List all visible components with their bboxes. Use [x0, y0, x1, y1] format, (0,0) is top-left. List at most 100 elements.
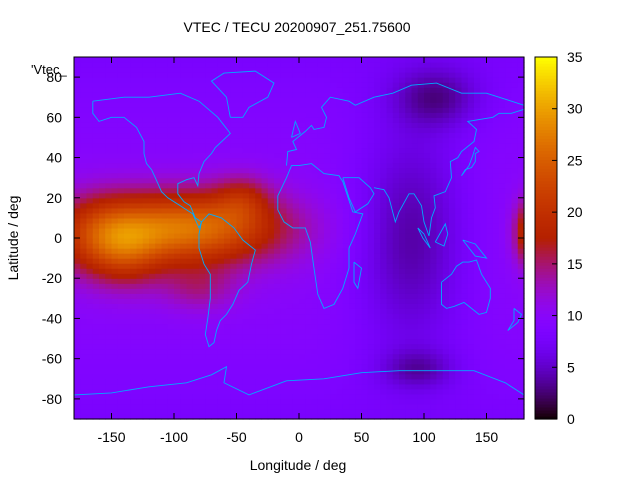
heatmap-cell — [274, 162, 281, 169]
heatmap-cell — [224, 102, 231, 108]
heatmap-cell — [467, 182, 475, 189]
heatmap-cell — [280, 408, 288, 415]
heatmap-cell — [442, 87, 450, 93]
heatmap-cell — [224, 338, 231, 345]
heatmap-cell — [161, 87, 169, 93]
heatmap-cell — [249, 398, 256, 405]
heatmap-cell — [442, 383, 450, 390]
heatmap-cell — [155, 137, 163, 144]
heatmap-cell — [180, 152, 188, 159]
heatmap-cell — [136, 313, 144, 320]
heatmap-cell — [192, 278, 200, 284]
heatmap-cell — [211, 107, 219, 113]
heatmap-cell — [149, 373, 156, 380]
heatmap-cell — [442, 197, 450, 204]
heatmap-cell — [424, 132, 431, 139]
heatmap-cell — [305, 298, 313, 304]
heatmap-cell — [374, 403, 381, 410]
heatmap-cell — [499, 182, 506, 189]
heatmap-cell — [455, 172, 463, 179]
heatmap-cell — [486, 187, 494, 194]
heatmap-cell — [105, 408, 113, 415]
heatmap-cell — [230, 303, 238, 309]
heatmap-cell — [286, 107, 294, 113]
heatmap-cell — [449, 187, 456, 194]
heatmap-cell — [386, 167, 394, 174]
heatmap-cell — [499, 202, 506, 209]
heatmap-cell — [492, 323, 500, 330]
heatmap-cell — [111, 152, 119, 159]
heatmap-cell — [99, 363, 106, 370]
heatmap-cell — [499, 258, 506, 264]
heatmap-cell — [161, 288, 169, 294]
heatmap-cell — [449, 373, 456, 380]
heatmap-cell — [367, 122, 375, 128]
heatmap-cell — [492, 278, 500, 284]
heatmap-cell — [167, 117, 175, 123]
heatmap-cell — [155, 303, 163, 309]
heatmap-cell — [342, 293, 350, 299]
heatmap-cell — [317, 162, 325, 169]
heatmap-cell — [374, 167, 381, 174]
heatmap-cell — [430, 318, 438, 325]
heatmap-cell — [374, 318, 381, 325]
heatmap-cell — [111, 107, 119, 113]
heatmap-cell — [474, 77, 481, 83]
heatmap-cell — [392, 293, 400, 299]
heatmap-cell — [136, 162, 144, 169]
heatmap-cell — [474, 162, 481, 169]
heatmap-cell — [217, 62, 225, 68]
heatmap-cell — [161, 142, 169, 149]
heatmap-cell — [386, 318, 394, 325]
heatmap-cell — [217, 363, 225, 370]
heatmap-cell — [486, 243, 494, 249]
heatmap-cell — [374, 187, 381, 194]
heatmap-cell — [224, 182, 231, 189]
heatmap-cell — [417, 132, 425, 139]
heatmap-cell — [199, 408, 206, 415]
heatmap-cell — [86, 82, 94, 88]
heatmap-cell — [80, 373, 88, 380]
heatmap-cell — [355, 142, 363, 149]
heatmap-cell — [74, 268, 81, 274]
heatmap-cell — [305, 137, 313, 144]
heatmap-cell — [142, 147, 150, 154]
heatmap-cell — [317, 283, 325, 289]
heatmap-cell — [74, 403, 81, 410]
heatmap-cell — [311, 62, 319, 68]
heatmap-cell — [99, 383, 106, 390]
heatmap-cell — [124, 393, 131, 400]
heatmap-cell — [236, 72, 244, 78]
heatmap-cell — [224, 398, 231, 405]
heatmap-cell — [286, 112, 294, 118]
heatmap-cell — [217, 313, 225, 320]
heatmap-cell — [167, 227, 175, 234]
heatmap-cell — [424, 333, 431, 340]
heatmap-cell — [274, 67, 281, 73]
heatmap-cell — [430, 177, 438, 184]
heatmap-cell — [424, 157, 431, 164]
heatmap-cell — [436, 273, 444, 279]
heatmap-cell — [155, 222, 163, 229]
heatmap-cell — [105, 248, 113, 254]
heatmap-cell — [167, 207, 175, 214]
heatmap-cell — [336, 217, 344, 224]
heatmap-cell — [242, 227, 250, 234]
heatmap-cell — [142, 197, 150, 204]
heatmap-cell — [186, 182, 194, 189]
heatmap-cell — [192, 182, 200, 189]
heatmap-cell — [124, 227, 131, 234]
heatmap-cell — [80, 378, 88, 385]
heatmap-cell — [342, 238, 350, 244]
heatmap-cell — [130, 348, 138, 355]
heatmap-cell — [274, 77, 281, 83]
heatmap-cell — [117, 82, 125, 88]
heatmap-cell — [205, 182, 213, 189]
heatmap-cell — [92, 87, 100, 93]
heatmap-cell — [455, 182, 463, 189]
heatmap-cell — [105, 353, 113, 360]
heatmap-cell — [405, 343, 413, 350]
heatmap-cell — [399, 308, 406, 315]
heatmap-cell — [80, 333, 88, 340]
heatmap-cell — [361, 117, 369, 123]
